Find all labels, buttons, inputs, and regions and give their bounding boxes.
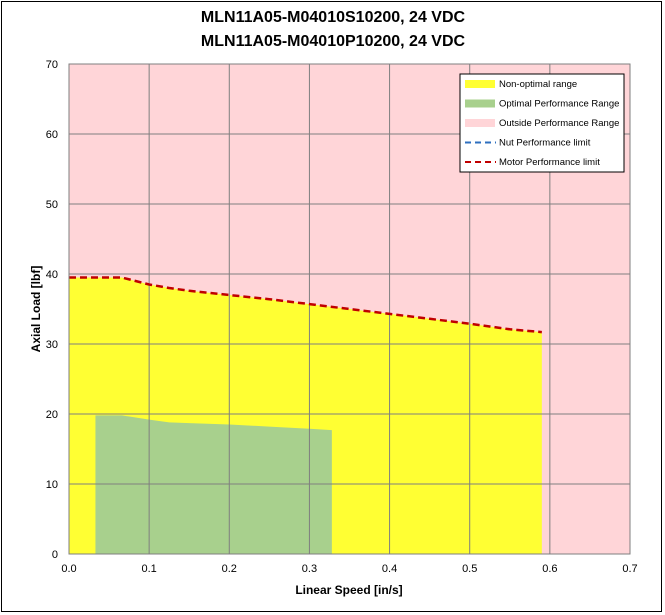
x-tick-label: 0.6 xyxy=(542,563,557,575)
x-tick-label: 0.3 xyxy=(302,563,317,575)
legend-swatch-non-optimal xyxy=(465,80,495,88)
legend: Non-optimal range Optimal Performance Ran… xyxy=(459,73,625,173)
legend-label: Nut Performance limit xyxy=(499,138,591,149)
chart-title-line-2: MLN11A05-M04010P10200, 24 VDC xyxy=(201,33,466,50)
x-tick-label: 0.0 xyxy=(61,563,76,575)
legend-swatch-optimal xyxy=(465,99,495,108)
y-tick-label: 20 xyxy=(46,409,58,421)
x-axis-label: Linear Speed [in/s] xyxy=(295,583,402,597)
motor-performance-limit-line xyxy=(69,276,542,334)
legend-label: Motor Performance limit xyxy=(499,157,600,168)
chart-title-line-1: MLN11A05-M04010S10200, 24 VDC xyxy=(201,9,466,26)
y-tick-label: 30 xyxy=(46,339,58,351)
legend-label: Outside Performance Range xyxy=(499,118,619,129)
optimal-range-area xyxy=(95,415,332,554)
y-tick-label: 60 xyxy=(46,129,58,141)
x-tick-label: 0.1 xyxy=(141,563,156,575)
plot-border xyxy=(68,63,631,555)
y-tick-label: 50 xyxy=(46,199,58,211)
legend-label: Optimal Performance Range xyxy=(499,99,619,110)
y-tick-label: 40 xyxy=(46,269,58,281)
y-tick-label: 10 xyxy=(46,479,58,491)
legend-swatch-outside xyxy=(465,119,495,127)
x-tick-label: 0.7 xyxy=(622,563,637,575)
x-tick-label: 0.4 xyxy=(382,563,397,575)
y-tick-label: 0 xyxy=(52,549,58,561)
y-axis-label: Axial Load [lbf] xyxy=(29,266,43,353)
x-tick-label: 0.2 xyxy=(222,563,237,575)
legend-label: Non-optimal range xyxy=(499,79,577,90)
x-tick-label: 0.5 xyxy=(462,563,477,575)
y-tick-label: 70 xyxy=(46,59,58,71)
